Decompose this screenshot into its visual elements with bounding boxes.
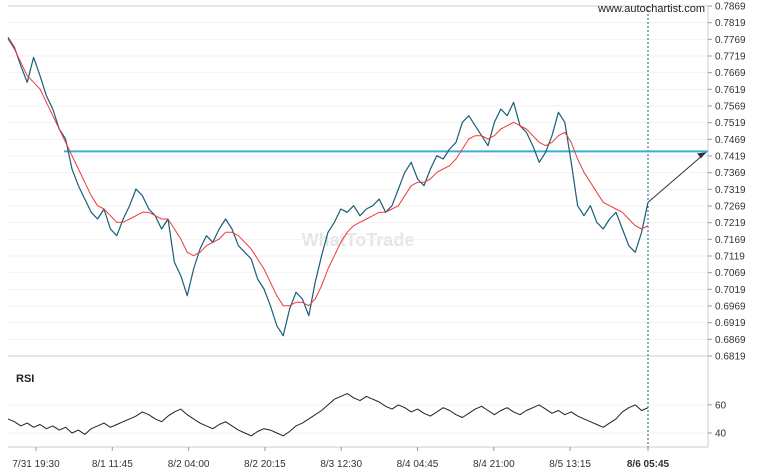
projection-arrow-line: [647, 151, 707, 203]
price-tick-label: 0.7069: [715, 268, 746, 279]
price-tick-label: 0.7319: [715, 185, 746, 196]
price-tick-label: 0.7169: [715, 235, 746, 246]
price-close-line: [7, 36, 649, 337]
price-tick-label: 0.7419: [715, 152, 746, 163]
price-tick-label: 0.6919: [715, 318, 746, 329]
rsi-ticks: 60 40: [708, 400, 727, 439]
price-tick-label: 0.7269: [715, 202, 746, 213]
price-tick-label: 0.7369: [715, 168, 746, 179]
price-tick-label: 0.7769: [715, 35, 746, 46]
rsi-series-layer: [7, 393, 649, 437]
price-tick-label: 0.7669: [715, 68, 746, 79]
price-tick-label: 0.7219: [715, 218, 746, 229]
price-tick-label: 0.6819: [715, 352, 746, 363]
rsi-tick-label: 40: [715, 428, 727, 439]
price-tick-label: 0.7519: [715, 118, 746, 129]
price-tick-label: 0.7719: [715, 52, 746, 63]
site-label[interactable]: www.autochartist.com: [597, 3, 705, 15]
price-ticks: 0.7869 0.7819 0.7769 0.7719 0.7669 0.7619 0.75…: [708, 2, 746, 363]
x-tick-label: 7/31 19:30: [12, 459, 60, 470]
price-tick-label: 0.7019: [715, 285, 746, 296]
x-ticks: 7/31 19:30 8/1 11:45 8/2 04:00 8/2 20:15 8/3…: [12, 447, 670, 470]
price-series-layer: [7, 36, 649, 337]
x-tick-label: 8/4 21:00: [473, 459, 515, 470]
x-tick-label: 8/4 04:45: [397, 459, 439, 470]
watermark-layer: WhatToTrade: [302, 230, 415, 250]
rsi-panel-title: RSI: [16, 373, 34, 385]
x-tick-label: 8/2 20:15: [244, 459, 286, 470]
x-tick-label: 8/6 05:45: [627, 459, 670, 470]
rsi-tick-label: 60: [715, 400, 727, 411]
x-tick-label: 8/5 13:15: [549, 459, 591, 470]
price-tick-label: 0.7819: [715, 18, 746, 29]
rsi-line: [7, 393, 649, 437]
projection-arrow-head: [697, 152, 706, 159]
price-tick-label: 0.7619: [715, 85, 746, 96]
moving-average-line: [7, 38, 649, 307]
watermark-text: WhatToTrade: [302, 230, 415, 250]
price-tick-label: 0.7469: [715, 135, 746, 146]
x-tick-label: 8/2 04:00: [168, 459, 210, 470]
x-tick-label: 8/1 11:45: [92, 459, 133, 470]
resistance-layer: [64, 150, 708, 203]
price-tick-label: 0.7869: [715, 2, 746, 13]
price-tick-label: 0.7569: [715, 102, 746, 113]
price-grid: [8, 5, 708, 357]
rsi-grid: [8, 404, 708, 434]
price-tick-label: 0.6869: [715, 335, 746, 346]
x-tick-label: 8/3 12:30: [320, 459, 362, 470]
price-tick-label: 0.7119: [715, 252, 745, 263]
chart-frame: [8, 5, 709, 448]
price-tick-label: 0.6969: [715, 302, 746, 313]
